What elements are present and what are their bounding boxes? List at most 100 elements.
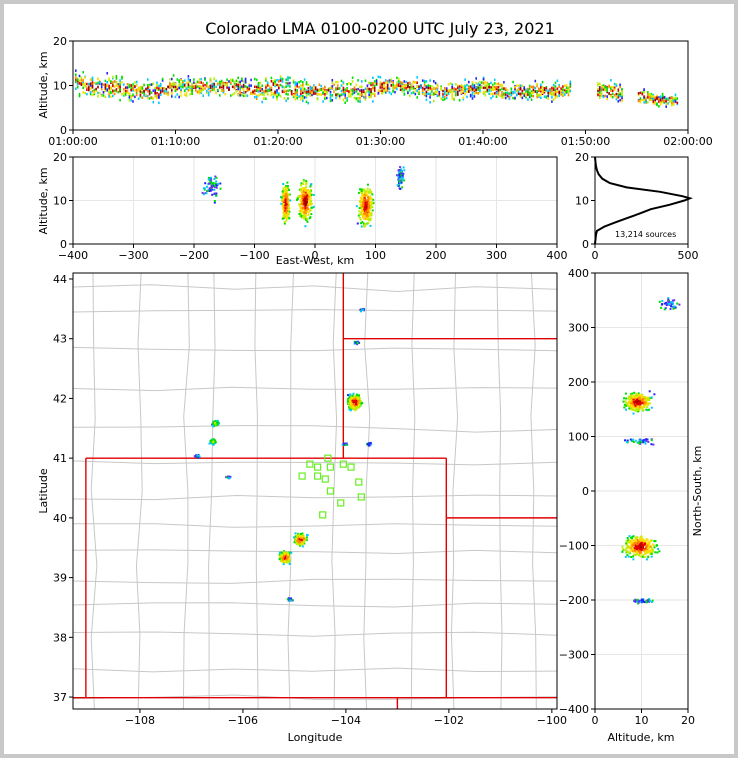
lma-station: [298, 472, 306, 480]
altitude-time-source: [233, 85, 236, 88]
altitude-time-source: [615, 95, 618, 99]
altitude-time-source: [180, 85, 182, 88]
altitude-time-source: [329, 86, 332, 89]
altitude-time-source: [486, 88, 489, 92]
altitude-time-source: [648, 96, 651, 99]
altitude-time-source: [302, 91, 304, 94]
altitude-time-source: [431, 90, 433, 93]
histogram-ytick-label: 10: [575, 195, 589, 208]
county-line: [73, 494, 557, 501]
north-south-source: [624, 549, 627, 551]
north-south-source: [641, 393, 644, 396]
altitude-time-source: [556, 90, 559, 93]
altitude-time-source: [414, 81, 417, 84]
north-south-source: [639, 552, 642, 555]
map-source: [356, 394, 359, 397]
altitude-time-source: [536, 90, 538, 93]
east-west-source: [298, 213, 301, 215]
altitude-time-source: [471, 97, 474, 100]
east-west-source: [213, 184, 216, 187]
altitude-time-source: [294, 81, 297, 84]
altitude-time-source: [261, 84, 263, 87]
east-west-source: [370, 214, 373, 217]
altitude-time-source: [464, 87, 466, 90]
altitude-time-source: [158, 87, 160, 90]
altitude-time-source: [196, 80, 199, 84]
north-south-source: [653, 540, 656, 542]
north-south-source: [639, 399, 642, 402]
altitude-time-source: [237, 94, 239, 97]
altitude-time-source: [189, 79, 191, 82]
east-west-source: [285, 207, 288, 210]
altitude-time-source: [313, 88, 315, 92]
altitude-time-source: [154, 95, 156, 98]
altitude-time-source: [421, 86, 424, 90]
county-line: [208, 273, 216, 709]
map-source: [300, 537, 302, 540]
east-west-source: [282, 200, 285, 203]
altitude-time-source: [672, 101, 675, 105]
altitude-time-source: [305, 100, 308, 104]
map-source: [299, 533, 302, 535]
east-west-source: [362, 210, 365, 213]
altitude-time-source: [202, 82, 204, 85]
altitude-time-source: [617, 96, 620, 99]
altitude-time-source: [112, 84, 114, 87]
altitude-time-source: [182, 80, 184, 83]
north-south-source: [621, 550, 624, 553]
altitude-time-source: [139, 91, 142, 95]
altitude-time-source: [429, 92, 431, 95]
altitude-time-source: [436, 86, 439, 89]
map-source: [212, 443, 215, 446]
map-source: [347, 397, 350, 400]
north-south-source: [650, 539, 653, 542]
north-south-xtick-label: 20: [681, 714, 695, 727]
east-west-source: [307, 211, 310, 214]
east-west-source: [357, 214, 360, 217]
altitude-time-source: [228, 80, 230, 83]
east-west-source: [300, 184, 303, 187]
altitude-time-source: [597, 87, 599, 91]
altitude-time-source: [95, 82, 97, 85]
altitude-time-source: [246, 94, 249, 97]
map-source: [294, 537, 297, 540]
altitude-time-source: [279, 79, 282, 82]
altitude-time-source: [82, 71, 84, 74]
altitude-time-source: [226, 81, 228, 85]
altitude-time-source: [486, 86, 489, 89]
north-south-source: [629, 546, 632, 549]
east-west-source: [211, 183, 214, 186]
north-south-source: [650, 396, 653, 399]
altitude-time-source: [152, 89, 155, 92]
altitude-time-source: [76, 86, 79, 89]
altitude-time-source: [263, 96, 265, 100]
altitude-time-source: [412, 85, 415, 89]
altitude-time-source: [469, 93, 472, 97]
north-south-source: [632, 412, 635, 415]
altitude-time-source: [499, 94, 501, 98]
east-west-source: [357, 191, 360, 194]
altitude-time-source: [647, 93, 649, 96]
map-source: [293, 541, 296, 544]
north-south-source: [627, 397, 630, 400]
altitude-time-source: [318, 93, 321, 96]
altitude-time-source: [198, 86, 201, 90]
east-west-source: [302, 211, 305, 214]
north-south-source: [630, 407, 633, 410]
north-south-source: [629, 395, 632, 398]
east-west-source: [286, 191, 289, 194]
map-source: [360, 310, 362, 313]
altitude-time-source: [438, 91, 441, 94]
altitude-time-source: [611, 89, 614, 92]
altitude-time-source: [525, 88, 527, 91]
county-line: [182, 273, 190, 709]
altitude-time-source: [84, 85, 86, 88]
altitude-time-source: [469, 88, 472, 91]
altitude-time-source: [565, 90, 568, 93]
north-south-source: [649, 550, 652, 553]
east-west-source: [285, 203, 288, 206]
altitude-time-source: [394, 90, 396, 94]
north-south-source: [647, 550, 650, 553]
altitude-time-source: [445, 93, 448, 97]
map-source: [352, 398, 355, 401]
